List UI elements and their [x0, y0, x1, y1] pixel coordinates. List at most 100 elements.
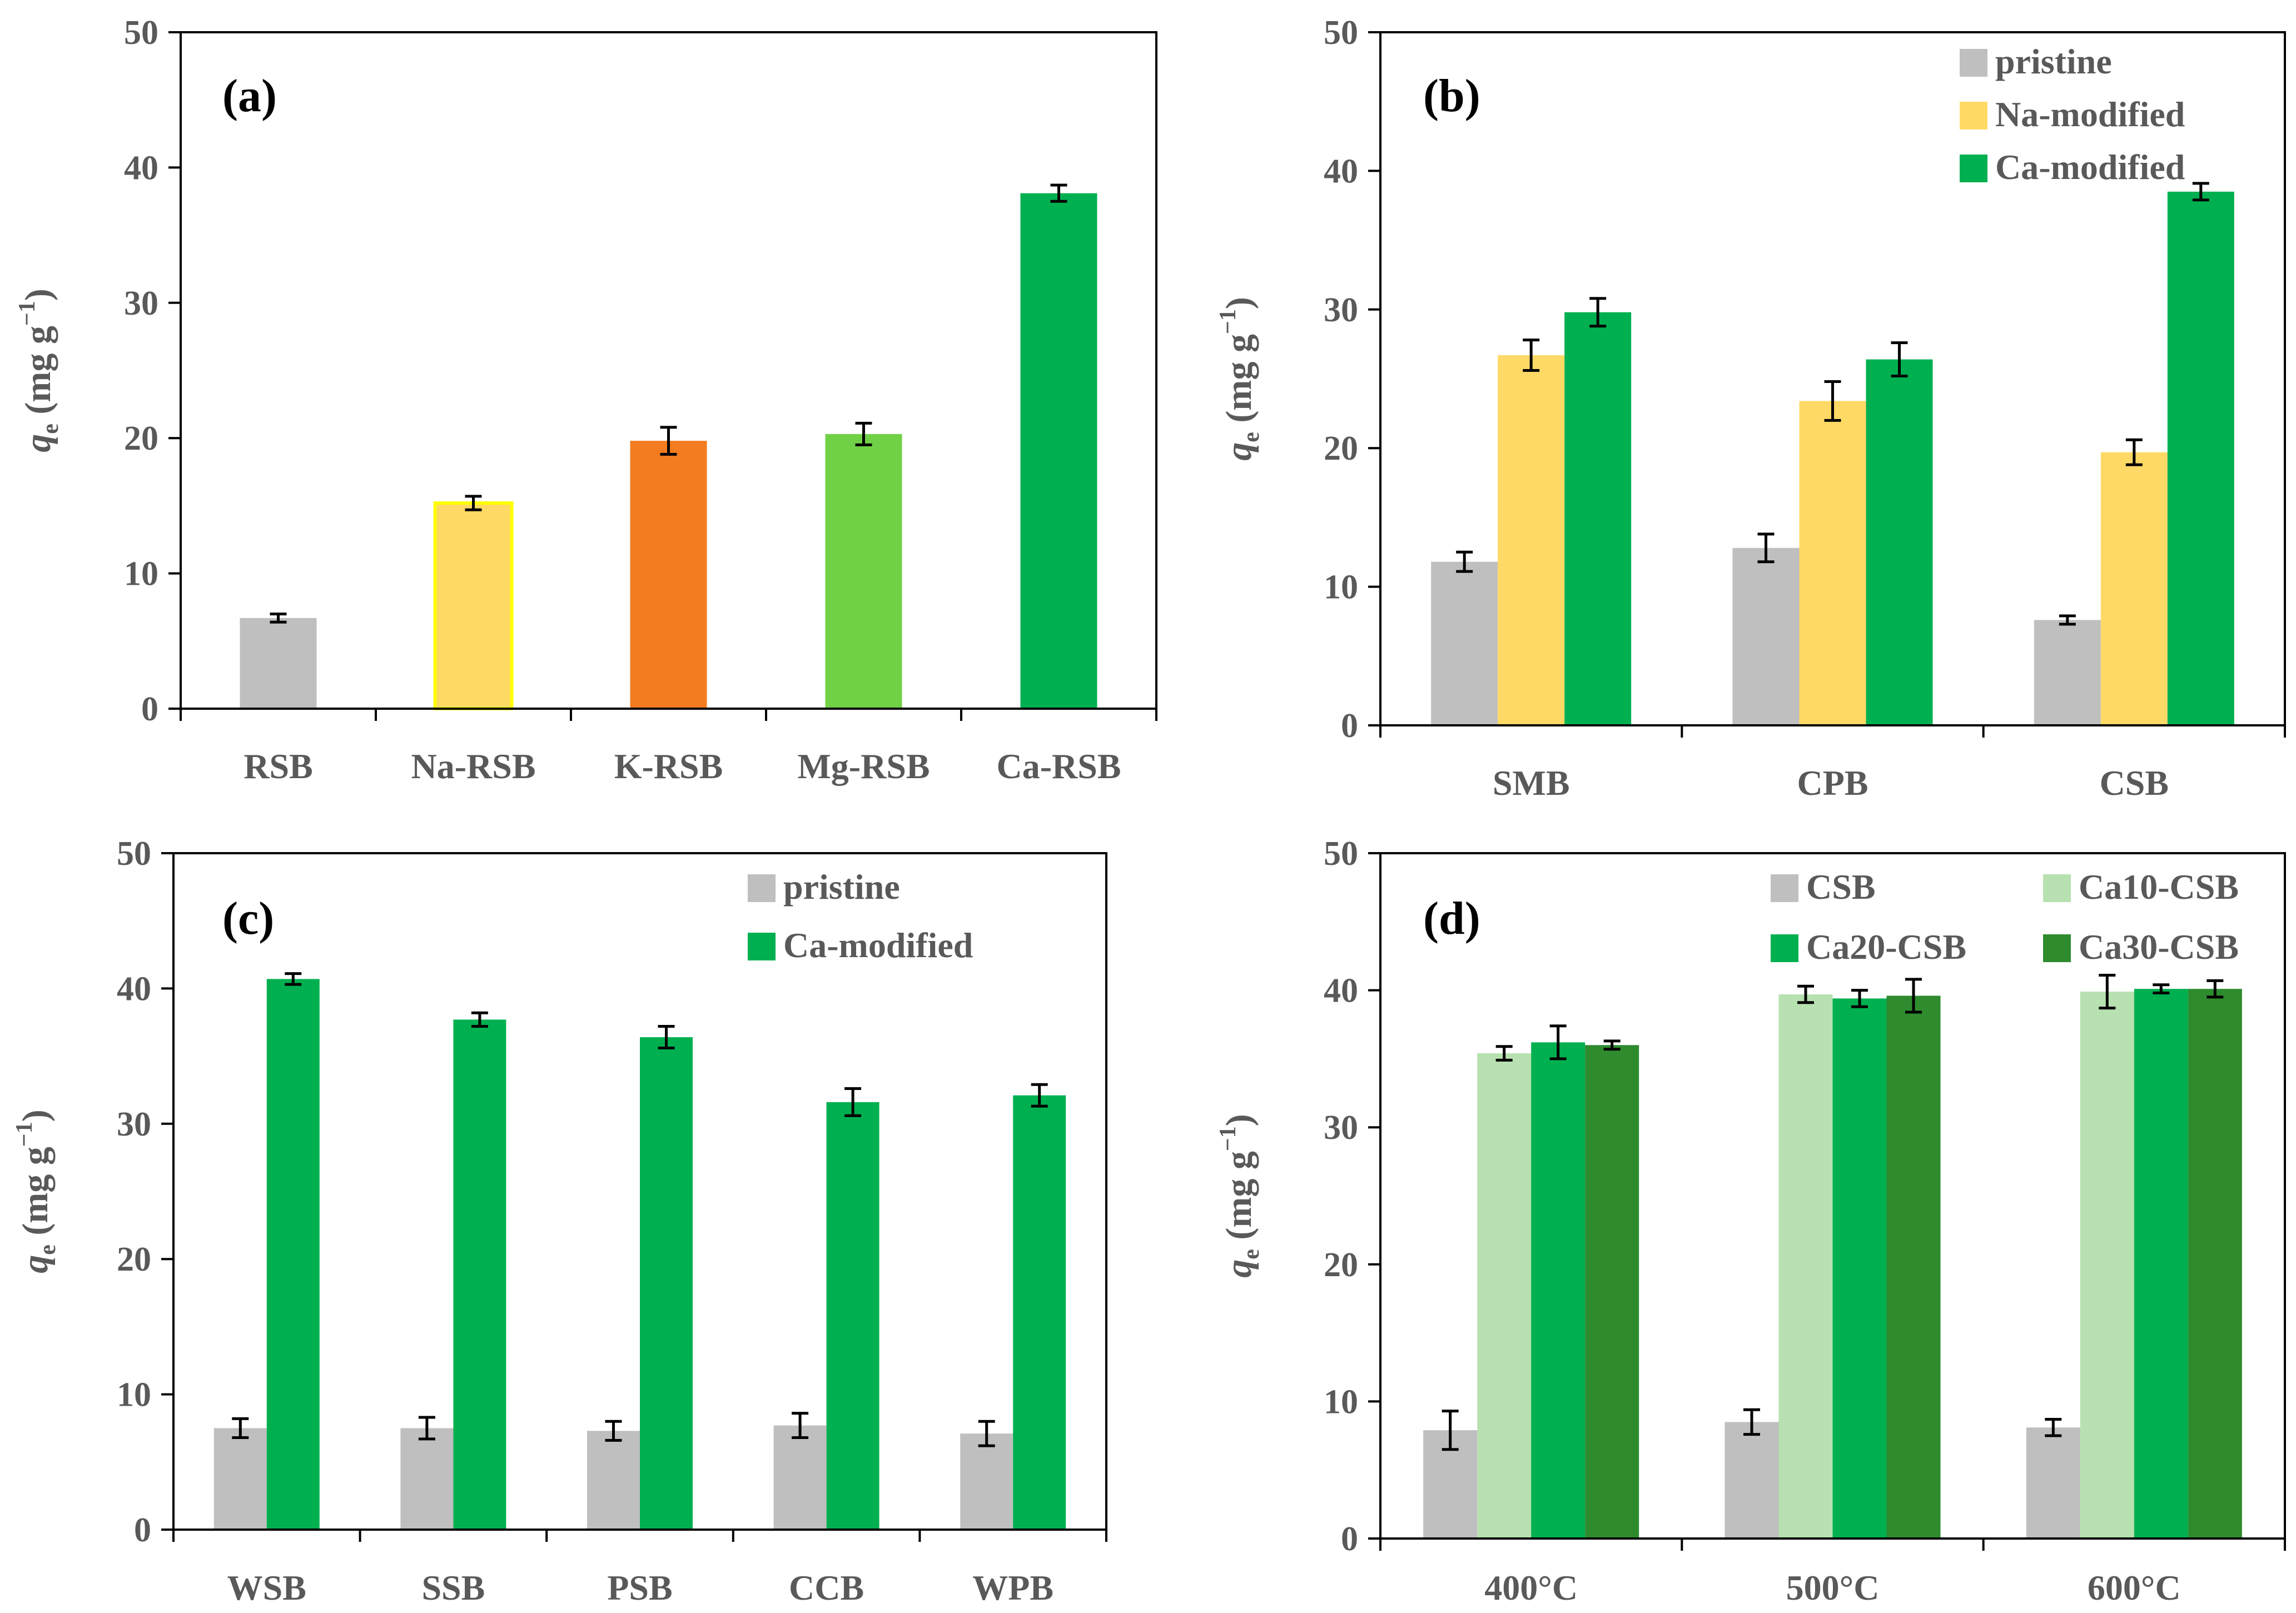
bar-pristine-wpb	[960, 1433, 1013, 1530]
y-axis-label: qe (mg g−1)	[14, 288, 63, 452]
y-tick-label: 40	[117, 970, 151, 1008]
legend-label: pristine	[1995, 42, 2112, 81]
x-category-label: SMB	[1493, 763, 1570, 803]
x-category-label: Mg-RSB	[797, 746, 930, 786]
bar-rsb	[240, 618, 317, 709]
y-tick-label: 40	[1324, 972, 1358, 1010]
x-category-label: CPB	[1797, 763, 1868, 803]
y-axis-label: qe (mg g−1)	[1215, 1114, 1264, 1278]
legend-label: CSB	[1806, 867, 1876, 907]
bar-ca-modified-ssb	[453, 1019, 506, 1530]
bar-csb-600-c	[2026, 1427, 2080, 1539]
legend-label: Ca-modified	[1995, 147, 2185, 187]
y-tick-label: 40	[124, 149, 158, 187]
y-tick-label: 50	[1324, 835, 1358, 873]
x-category-label: PSB	[607, 1568, 672, 1607]
y-tick-label: 0	[134, 1511, 151, 1549]
x-category-label: Ca-RSB	[996, 746, 1121, 786]
x-category-label: 400°C	[1484, 1568, 1578, 1607]
panel-label: (c)	[222, 893, 274, 944]
bar-mg-rsb	[825, 434, 902, 709]
bar-ca-modified-psb	[640, 1037, 693, 1530]
y-tick-label: 20	[124, 420, 158, 457]
y-tick-label: 0	[1341, 1520, 1358, 1558]
bar-ca-modified-csb	[2167, 191, 2234, 725]
bar-na-modified-cpb	[1799, 401, 1866, 725]
bar-pristine-cpb	[1732, 547, 1800, 725]
legend-label: pristine	[783, 867, 900, 907]
x-category-label: 600°C	[2088, 1568, 2181, 1607]
panel-label: (b)	[1423, 70, 1480, 122]
bar-pristine-wsb	[213, 1428, 267, 1530]
legend-label: Ca10-CSB	[2079, 867, 2239, 907]
y-tick-label: 0	[141, 690, 158, 728]
legend-label: Na-modified	[1995, 94, 2185, 134]
y-tick-label: 30	[1324, 291, 1358, 329]
y-tick-label: 50	[124, 14, 158, 52]
bar-ca-modified-wsb	[266, 979, 320, 1530]
chart-panel-d: 0 10 20 30 40 50 400°C 500°C 600°C (d) qe (mg g−1)…	[1215, 835, 2286, 1607]
legend-swatch	[1960, 102, 1987, 130]
x-category-label: RSB	[243, 746, 313, 786]
bar-ca30-csb-400-c	[1585, 1045, 1639, 1539]
bar-ca30-csb-600-c	[2188, 989, 2242, 1539]
y-tick-label: 30	[1324, 1109, 1358, 1147]
bar-ca-modified-cpb	[1866, 359, 1933, 725]
y-axis-label: qe (mg g−1)	[12, 1109, 61, 1273]
chart-panel-a: 0 10 20 30 40 50 RSB Na-RSB K-RSB Mg-RSB Ca-RSB (a)…	[14, 14, 1157, 786]
bar-ca10-csb-500-c	[1778, 994, 1833, 1539]
y-tick-label: 20	[117, 1241, 151, 1278]
y-tick-label: 10	[117, 1376, 151, 1414]
legend-swatch	[1960, 49, 1987, 77]
legend-swatch	[1960, 155, 1987, 182]
bar-ca20-csb-600-c	[2134, 989, 2188, 1539]
y-tick-label: 10	[1324, 569, 1358, 606]
chart-panel-b: 0 10 20 30 40 50 SMB CPB CSB (b) qe (mg g−1) pristi…	[1215, 14, 2286, 803]
y-tick-label: 30	[124, 285, 158, 322]
bar-pristine-smb	[1431, 561, 1498, 725]
y-tick-label: 30	[117, 1106, 151, 1143]
bar-pristine-psb	[587, 1431, 640, 1530]
legend-swatch	[1771, 874, 1798, 902]
bar-na-modified-smb	[1498, 355, 1565, 725]
y-tick-label: 10	[124, 555, 158, 593]
y-tick-label: 50	[1324, 14, 1358, 52]
x-category-label: WPB	[972, 1568, 1053, 1607]
bar-ca20-csb-400-c	[1531, 1042, 1586, 1539]
legend-swatch	[748, 933, 776, 960]
legend-label: Ca-modified	[783, 925, 973, 965]
legend-swatch	[1771, 934, 1798, 962]
x-category-label: CSB	[2100, 763, 2169, 803]
y-tick-label: 0	[1341, 707, 1358, 745]
bar-ca10-csb-400-c	[1477, 1053, 1532, 1539]
bar-ca-modified-ccb	[826, 1102, 879, 1530]
y-axis-label: qe (mg g−1)	[1215, 297, 1264, 461]
panel-label: (a)	[222, 70, 277, 122]
x-category-label: CCB	[789, 1568, 864, 1607]
x-category-label: Na-RSB	[411, 746, 535, 786]
bar-ca-modified-smb	[1564, 312, 1632, 725]
legend: pristine Na-modified Ca-modified	[1960, 42, 2185, 187]
bar-ca-rsb	[1020, 193, 1097, 709]
legend-label: Ca20-CSB	[1806, 927, 1966, 967]
y-tick-label: 40	[1324, 152, 1358, 190]
y-tick-label: 10	[1324, 1383, 1358, 1421]
legend-swatch	[2043, 874, 2071, 902]
legend: CSB Ca10-CSB Ca20-CSB Ca30-CSB	[1771, 867, 2239, 967]
chart-panel-c: 0 10 20 30 40 50 WSB SSB PSB CCB WPB (c) qe (mg g−1)…	[12, 835, 1107, 1607]
y-tick-label: 20	[1324, 430, 1358, 467]
bar-k-rsb	[630, 441, 707, 709]
bar-na-rsb	[433, 501, 514, 710]
bar-pristine-ccb	[773, 1425, 827, 1530]
x-category-label: WSB	[227, 1568, 306, 1607]
x-category-label: 500°C	[1786, 1568, 1880, 1607]
x-category-label: SSB	[421, 1568, 485, 1607]
bar-ca20-csb-500-c	[1832, 998, 1887, 1539]
bar-ca10-csb-600-c	[2080, 992, 2134, 1539]
legend-swatch	[748, 874, 776, 902]
panel-label: (d)	[1423, 893, 1480, 944]
bar-ca-modified-wpb	[1013, 1095, 1066, 1530]
x-category-label: K-RSB	[614, 746, 723, 786]
bar-pristine-csb	[2034, 620, 2101, 725]
legend-label: Ca30-CSB	[2079, 927, 2239, 967]
